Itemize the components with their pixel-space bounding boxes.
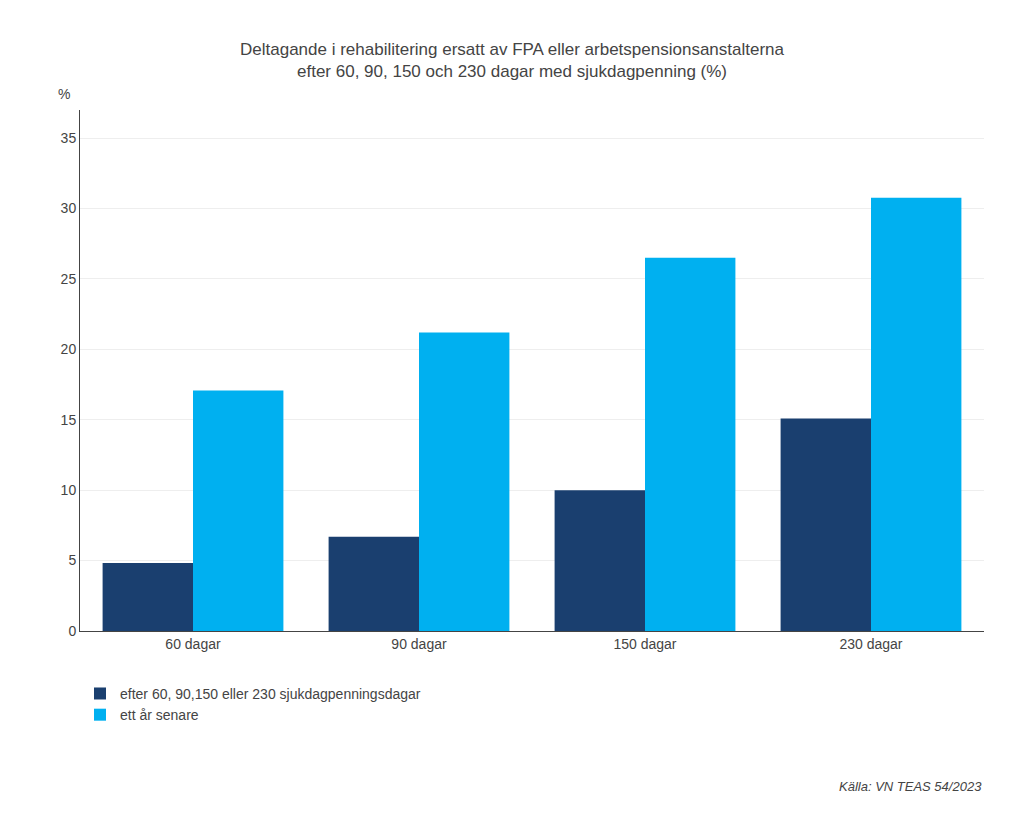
svg-text:30: 30	[61, 200, 77, 216]
svg-text:230 dagar: 230 dagar	[839, 636, 902, 652]
svg-text:150 dagar: 150 dagar	[613, 636, 676, 652]
svg-text:Källa: VN TEAS 54/2023: Källa: VN TEAS 54/2023	[839, 779, 982, 794]
svg-text:5: 5	[68, 552, 76, 568]
svg-text:efter 60, 90,150 eller 230 sju: efter 60, 90,150 eller 230 sjukdagpennin…	[120, 686, 421, 702]
svg-text:20: 20	[61, 341, 77, 357]
svg-text:10: 10	[61, 482, 77, 498]
svg-text:60 dagar: 60 dagar	[165, 636, 221, 652]
svg-text:15: 15	[61, 412, 77, 428]
svg-text:0: 0	[68, 623, 76, 639]
svg-text:90 dagar: 90 dagar	[391, 636, 447, 652]
svg-text:ett år senare: ett år senare	[120, 707, 199, 723]
svg-text:35: 35	[61, 130, 77, 146]
svg-text:25: 25	[61, 271, 77, 287]
svg-text:Deltagande i rehabilitering er: Deltagande i rehabilitering ersatt av FP…	[240, 40, 785, 81]
svg-text:%: %	[58, 86, 70, 102]
